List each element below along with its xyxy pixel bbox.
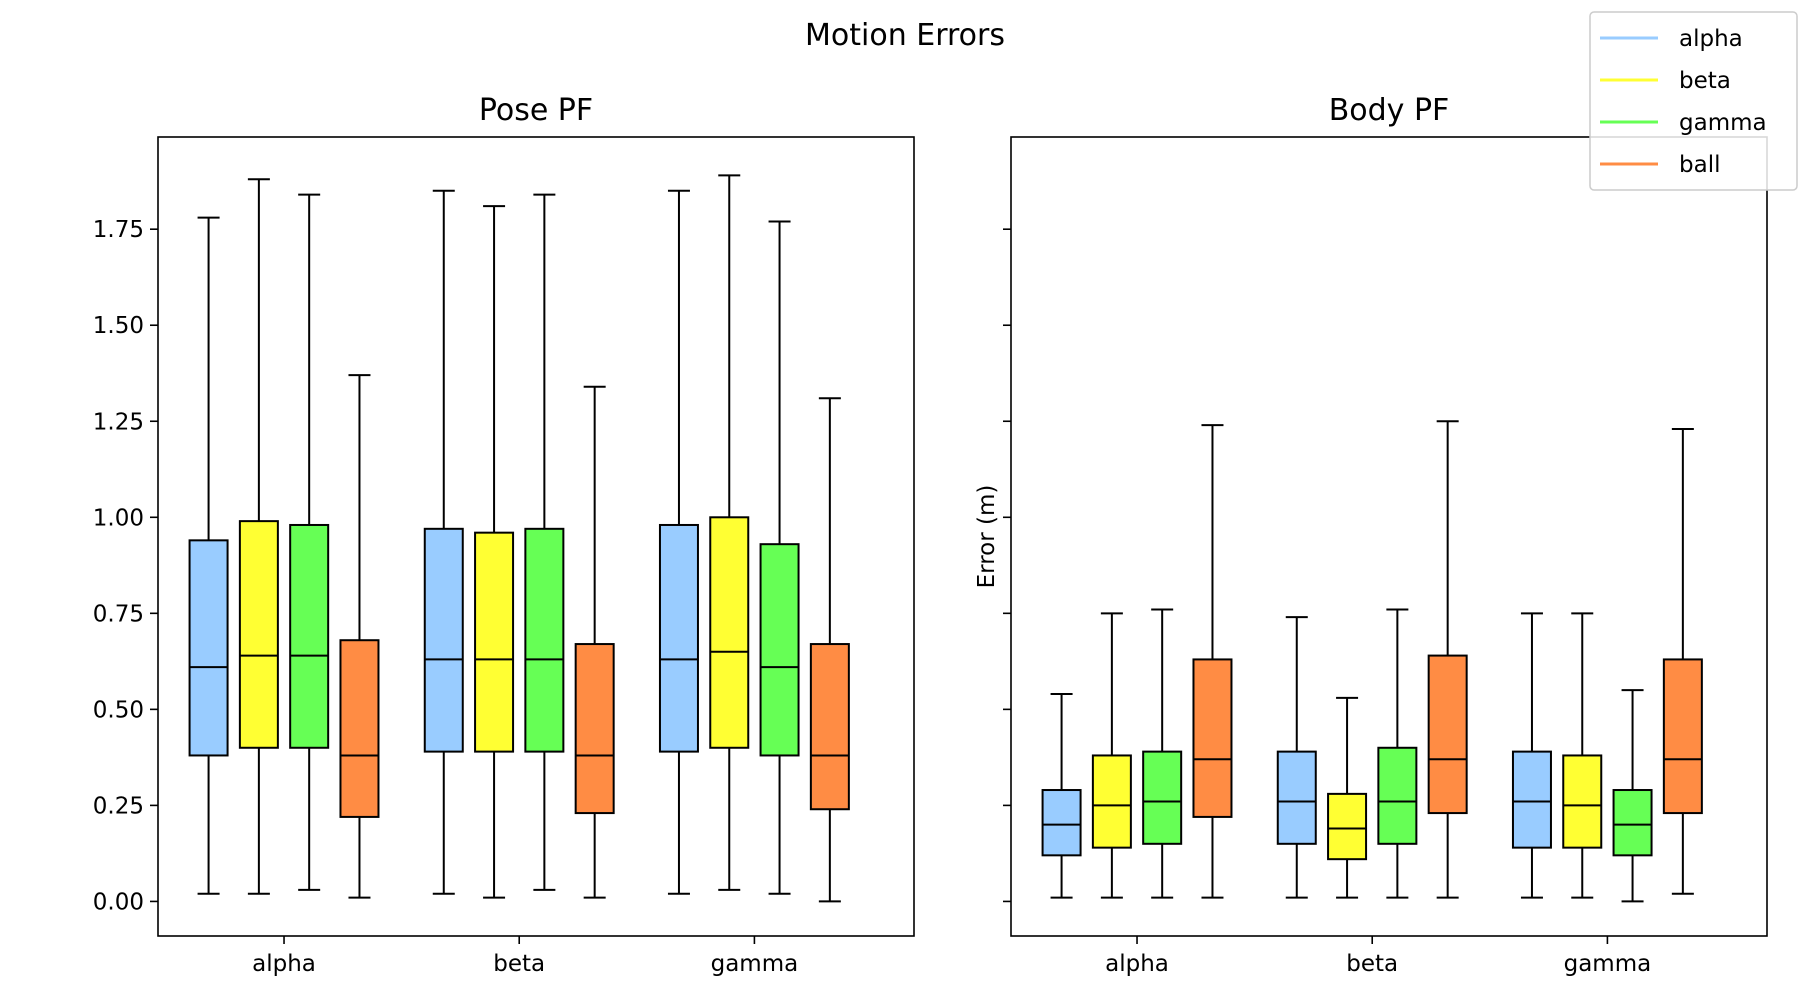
box-body: [1091, 754, 1132, 849]
legend-box: [1589, 11, 1798, 191]
box-alpha-alpha: [1041, 692, 1082, 899]
x-tick-label: alpha: [252, 951, 316, 977]
box-body: [524, 527, 565, 753]
box-body: [1041, 789, 1082, 857]
box-gamma-alpha: [1142, 608, 1183, 899]
panel-1: Body PF Error (m) alpha beta gamma: [974, 93, 1768, 977]
y-tick-label: 0.25: [93, 793, 144, 819]
box-alpha-beta: [423, 189, 464, 895]
box-body: [423, 527, 464, 753]
box-body: [709, 516, 750, 749]
y-tick-label: 1.25: [93, 409, 144, 435]
box-beta-gamma: [1562, 612, 1603, 899]
box-body: [238, 520, 279, 749]
box-body: [289, 523, 330, 749]
box-alpha-gamma: [658, 189, 699, 895]
x-tick-label: beta: [1346, 951, 1398, 977]
box-body: [474, 531, 515, 753]
box-body: [1377, 746, 1418, 845]
box-body: [1662, 658, 1703, 815]
box-gamma-beta: [1377, 608, 1418, 899]
plot-frame: [1010, 136, 1768, 937]
x-tick-label: alpha: [1105, 951, 1169, 977]
y-axis-label: Error (m): [974, 485, 1000, 589]
box-body: [1192, 658, 1233, 818]
box-alpha-gamma: [1511, 612, 1552, 899]
box-ball-alpha: [1192, 424, 1233, 899]
box-body: [188, 539, 229, 757]
box-ball-gamma: [1662, 427, 1703, 895]
box-beta-alpha: [1091, 612, 1132, 899]
box-gamma-beta: [524, 193, 565, 891]
chart-panels: Pose PF 0.00 0.25 0.50 0.75 1.00 1.25 1.50 1.75 a…: [93, 93, 1768, 977]
box-body: [1142, 750, 1183, 845]
box-beta-gamma: [709, 174, 750, 891]
legend-label: alpha: [1679, 26, 1743, 52]
box-beta-alpha: [238, 178, 279, 895]
legend-label: ball: [1679, 152, 1720, 178]
panel-title: Pose PF: [479, 93, 593, 128]
box-gamma-alpha: [289, 193, 330, 891]
box-body: [1427, 654, 1468, 815]
panel-title: Body PF: [1329, 93, 1450, 128]
panel-0: Pose PF 0.00 0.25 0.50 0.75 1.00 1.25 1.50 1.75 a…: [93, 93, 915, 977]
y-tick-label: 0.50: [93, 697, 144, 723]
box-body: [809, 643, 850, 811]
figure-title: Motion Errors: [805, 18, 1005, 53]
y-tick-label: 1.50: [93, 313, 144, 339]
box-body: [759, 543, 800, 757]
x-tick-label: gamma: [711, 951, 799, 977]
box-body: [1612, 789, 1653, 857]
box-body: [1511, 750, 1552, 849]
y-tick-label: 1.00: [93, 505, 144, 531]
legend: alpha beta gamma ball: [1589, 11, 1798, 191]
legend-label: beta: [1679, 68, 1731, 94]
box-ball-beta: [574, 385, 615, 899]
box-beta-beta: [474, 205, 515, 899]
y-tick-label: 0.00: [93, 889, 144, 915]
box-ball-gamma: [809, 397, 850, 903]
legend-label: gamma: [1679, 110, 1767, 136]
x-tick-label: beta: [493, 951, 545, 977]
y-tick-label: 0.75: [93, 601, 144, 627]
plot-frame: [157, 136, 915, 937]
y-tick-label: 1.75: [93, 217, 144, 243]
box-gamma-gamma: [1612, 689, 1653, 903]
box-body: [658, 523, 699, 753]
box-beta-beta: [1327, 696, 1368, 899]
box-body: [1327, 792, 1368, 861]
x-tick-label: gamma: [1564, 951, 1652, 977]
box-alpha-alpha: [188, 216, 229, 895]
box-alpha-beta: [1276, 616, 1317, 899]
box-ball-beta: [1427, 420, 1468, 899]
box-body: [339, 639, 380, 818]
box-body: [1562, 754, 1603, 849]
box-ball-alpha: [339, 374, 380, 899]
box-gamma-gamma: [759, 220, 800, 895]
box-body: [574, 643, 615, 815]
box-body: [1276, 750, 1317, 845]
